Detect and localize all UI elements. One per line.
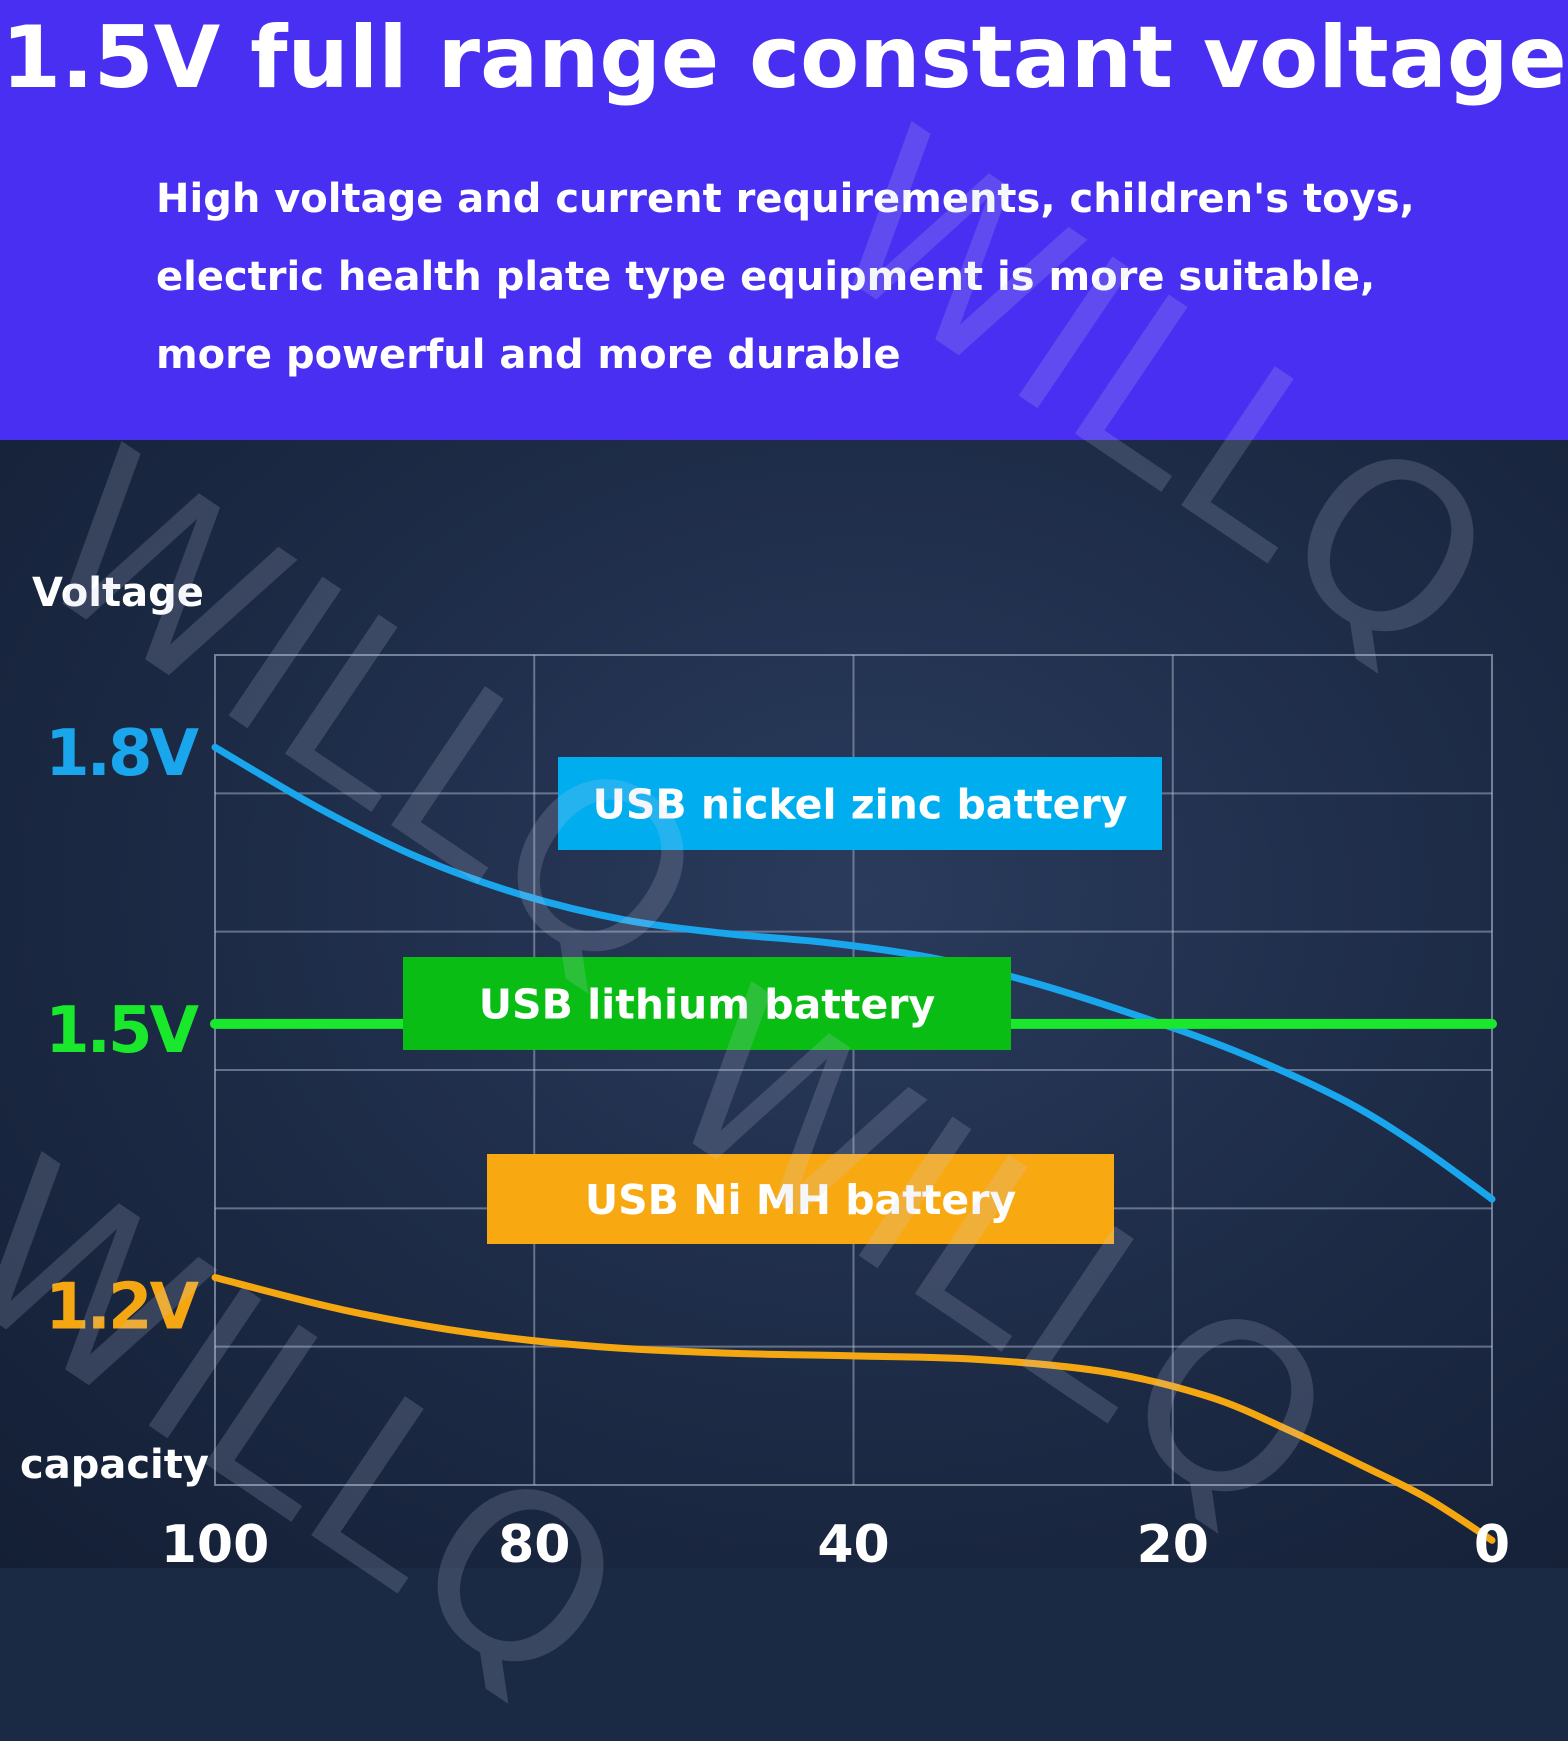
x-tick-label: 100 — [161, 1515, 270, 1568]
label-nickel-zinc-text: USB nickel zinc battery — [593, 781, 1128, 829]
y-tick-label: 1.5V — [45, 994, 199, 1068]
chart-axis-text: Voltage capacity 1.8V 1.5V 1.2V 100 80 40 20 0 — [20, 570, 1510, 1568]
label-nickel-zinc: USB nickel zinc battery — [558, 757, 1162, 850]
x-tick-label: 40 — [817, 1515, 889, 1568]
x-tick-label: 80 — [498, 1515, 570, 1568]
description-line-3: more powerful and more durable — [156, 332, 901, 378]
label-ni-mh: USB Ni MH battery — [487, 1154, 1114, 1244]
chart-series-labels: USB nickel zinc battery USB lithium batte… — [403, 757, 1162, 1244]
y-tick-label: 1.8V — [45, 717, 199, 791]
header-banner: 1.5V full range constant voltage High vo… — [0, 0, 1568, 440]
description-text: High voltage and current requirements, c… — [156, 160, 1536, 394]
label-nickel-zinc-box — [558, 757, 1162, 850]
label-lithium-text: USB lithium battery — [479, 981, 935, 1029]
description-line-1: High voltage and current requirements, c… — [156, 176, 1415, 222]
x-tick-label: 0 — [1474, 1515, 1510, 1568]
label-ni-mh-text: USB Ni MH battery — [585, 1176, 1016, 1224]
y-tick-label: 1.2V — [45, 1271, 199, 1345]
voltage-capacity-chart: USB nickel zinc battery USB lithium batte… — [20, 570, 1510, 1568]
x-axis-label: capacity — [20, 1442, 209, 1488]
series-line-ni-mh — [211, 1274, 1496, 1544]
label-lithium: USB lithium battery — [403, 957, 1011, 1050]
grid-frame — [214, 654, 1493, 1486]
series-line-nickel-zinc — [211, 743, 1496, 1203]
label-lithium-box — [403, 957, 1011, 1050]
description-line-2: electric health plate type equipment is … — [156, 254, 1376, 300]
y-axis-label: Voltage — [32, 570, 204, 616]
page-title: 1.5V full range constant voltage — [1, 8, 1567, 108]
x-tick-label: 20 — [1137, 1515, 1209, 1568]
label-ni-mh-box — [487, 1154, 1114, 1244]
